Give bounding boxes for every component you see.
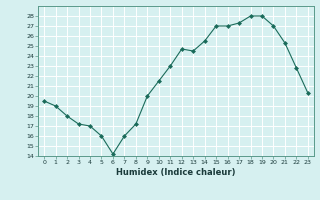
X-axis label: Humidex (Indice chaleur): Humidex (Indice chaleur) bbox=[116, 168, 236, 177]
